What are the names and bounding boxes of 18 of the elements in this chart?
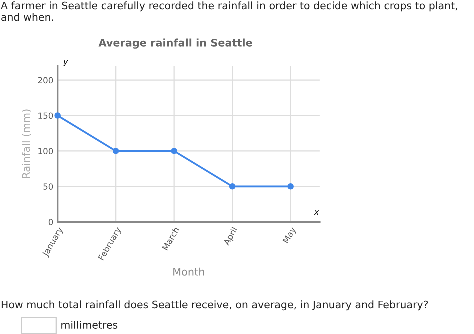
y-tick-label: 0	[48, 219, 54, 226]
annotation: x	[314, 210, 320, 216]
point	[288, 184, 294, 190]
point	[229, 184, 236, 190]
text: millimetres	[62, 321, 118, 329]
y-tick-label: 50	[44, 184, 54, 190]
y-tick-label: 100	[38, 148, 54, 154]
point	[112, 148, 120, 154]
annotation: y	[63, 60, 68, 66]
y-axis-title: Rainfall (mm)	[22, 110, 32, 178]
text: How much total rainfall does Seattle receive, on average, in January and February?	[2, 300, 428, 311]
point	[54, 112, 61, 119]
text: A farmer in Seattle carefully recorded the rainfall in order to decide which crops to plant, and when.	[1, 2, 458, 22]
chart-title: Average rainfall in Seattle	[98, 38, 252, 49]
x-axis-title: Month	[174, 268, 204, 276]
y-tick-label: 150	[38, 112, 54, 120]
point	[171, 148, 178, 154]
y-tick-label: 200	[38, 77, 54, 84]
